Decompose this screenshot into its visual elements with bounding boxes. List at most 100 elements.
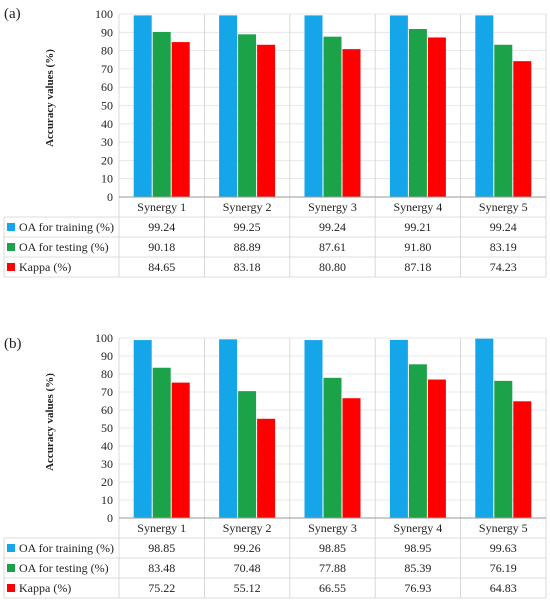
legend-key xyxy=(7,263,15,271)
data-label: 99.21 xyxy=(404,220,431,234)
y-tick-label: 20 xyxy=(101,475,113,489)
data-label: 90.18 xyxy=(148,240,175,254)
x-tick-label: Synergy 4 xyxy=(394,200,443,214)
bar-testing xyxy=(408,364,427,518)
x-tick-label: Synergy 4 xyxy=(394,521,443,535)
data-label: 91.80 xyxy=(404,240,431,254)
legend-label: OA for training (%) xyxy=(19,541,114,555)
y-tick-label: 80 xyxy=(101,44,113,58)
chart-panel-a: (a) Accuracy values (%) 0 10 20 30 40 50 60 70 8… xyxy=(0,0,550,280)
bar-training xyxy=(133,340,152,518)
data-label: 87.61 xyxy=(319,240,346,254)
bar-kappa xyxy=(257,44,276,197)
bar-testing xyxy=(323,36,342,197)
legend-label: OA for testing (%) xyxy=(19,561,109,575)
bar-chart-a: 0 10 20 30 40 50 60 70 80 90 100 Synergy 1 Synergy 2… xyxy=(3,7,547,278)
data-label: 99.26 xyxy=(234,541,261,555)
data-label: 85.39 xyxy=(404,561,431,575)
data-label: 99.24 xyxy=(319,220,346,234)
chart-panel-b: (b) Accuracy values (%) 0 10 20 30 40 50 60 70 8… xyxy=(0,328,550,601)
y-tick-label: 50 xyxy=(101,99,113,113)
y-tick-label: 0 xyxy=(107,190,113,204)
data-label: 83.48 xyxy=(148,561,175,575)
bar-training xyxy=(389,339,408,518)
y-tick-label: 80 xyxy=(101,367,113,381)
data-label: 83.18 xyxy=(234,260,261,274)
data-label: 99.25 xyxy=(234,220,261,234)
data-label: 98.85 xyxy=(148,541,175,555)
bar-training xyxy=(389,15,408,198)
bar-kappa xyxy=(171,42,190,197)
bar-kappa xyxy=(513,401,532,518)
legend-label: Kappa (%) xyxy=(19,260,71,274)
y-tick-label: 30 xyxy=(101,457,113,471)
bar-kappa xyxy=(427,37,446,197)
data-label: 83.19 xyxy=(490,240,517,254)
bar-testing xyxy=(494,380,513,518)
bar-testing xyxy=(238,391,257,518)
data-label: 80.80 xyxy=(319,260,346,274)
x-tick-label: Synergy 2 xyxy=(223,521,272,535)
data-label: 76.19 xyxy=(490,561,517,575)
y-tick-label: 0 xyxy=(107,511,113,525)
bar-testing xyxy=(408,29,427,198)
bar-training xyxy=(304,340,323,518)
data-label: 99.24 xyxy=(148,220,175,234)
data-label: 99.24 xyxy=(490,220,517,234)
data-label: 66.55 xyxy=(319,581,346,595)
x-tick-label: Synergy 3 xyxy=(308,521,357,535)
legend-key xyxy=(7,223,15,231)
data-label: 74.23 xyxy=(490,260,517,274)
bar-kappa xyxy=(427,379,446,518)
y-tick-label: 40 xyxy=(101,439,113,453)
data-label: 55.12 xyxy=(234,581,261,595)
bar-kappa xyxy=(342,49,361,197)
data-label: 70.48 xyxy=(234,561,261,575)
bar-kappa xyxy=(257,418,276,518)
y-tick-label: 100 xyxy=(95,7,113,21)
bar-training xyxy=(475,338,494,518)
bar-kappa xyxy=(171,382,190,518)
bar-training xyxy=(133,15,152,197)
data-label: 75.22 xyxy=(148,581,175,595)
y-tick-label: 10 xyxy=(101,172,113,186)
data-label: 64.83 xyxy=(490,581,517,595)
data-label: 77.88 xyxy=(319,561,346,575)
data-label: 98.85 xyxy=(319,541,346,555)
bar-kappa xyxy=(342,398,361,518)
x-tick-label: Synergy 5 xyxy=(479,200,528,214)
legend-key xyxy=(7,243,15,251)
y-tick-label: 90 xyxy=(101,25,113,39)
y-tick-label: 30 xyxy=(101,135,113,149)
y-tick-label: 70 xyxy=(101,62,113,76)
data-label: 84.65 xyxy=(148,260,175,274)
x-tick-label: Synergy 3 xyxy=(308,200,357,214)
y-tick-label: 90 xyxy=(101,349,113,363)
panel-label: (b) xyxy=(4,336,22,352)
legend-key xyxy=(7,544,15,552)
bar-kappa xyxy=(513,61,532,197)
bar-testing xyxy=(152,367,171,518)
legend-label: OA for training (%) xyxy=(19,220,114,234)
y-tick-label: 100 xyxy=(95,331,113,345)
legend-key xyxy=(7,564,15,572)
panel-label: (a) xyxy=(4,6,21,22)
bar-training xyxy=(219,339,238,518)
bar-chart-b: 0 10 20 30 40 50 60 70 80 90 100 Synergy 1 Synergy 2… xyxy=(3,331,547,599)
y-tick-label: 50 xyxy=(101,421,113,435)
legend-label: OA for testing (%) xyxy=(19,240,109,254)
data-label: 87.18 xyxy=(404,260,431,274)
y-tick-label: 40 xyxy=(101,117,113,131)
data-label: 88.89 xyxy=(234,240,261,254)
bar-testing xyxy=(238,34,257,197)
x-tick-label: Synergy 1 xyxy=(137,200,186,214)
x-tick-label: Synergy 5 xyxy=(479,521,528,535)
y-tick-label: 60 xyxy=(101,403,113,417)
y-tick-label: 60 xyxy=(101,80,113,94)
y-tick-label: 70 xyxy=(101,385,113,399)
data-label: 76.93 xyxy=(404,581,431,595)
legend-key xyxy=(7,584,15,592)
bar-testing xyxy=(152,31,171,198)
bar-training xyxy=(475,15,494,197)
x-tick-label: Synergy 1 xyxy=(137,521,186,535)
